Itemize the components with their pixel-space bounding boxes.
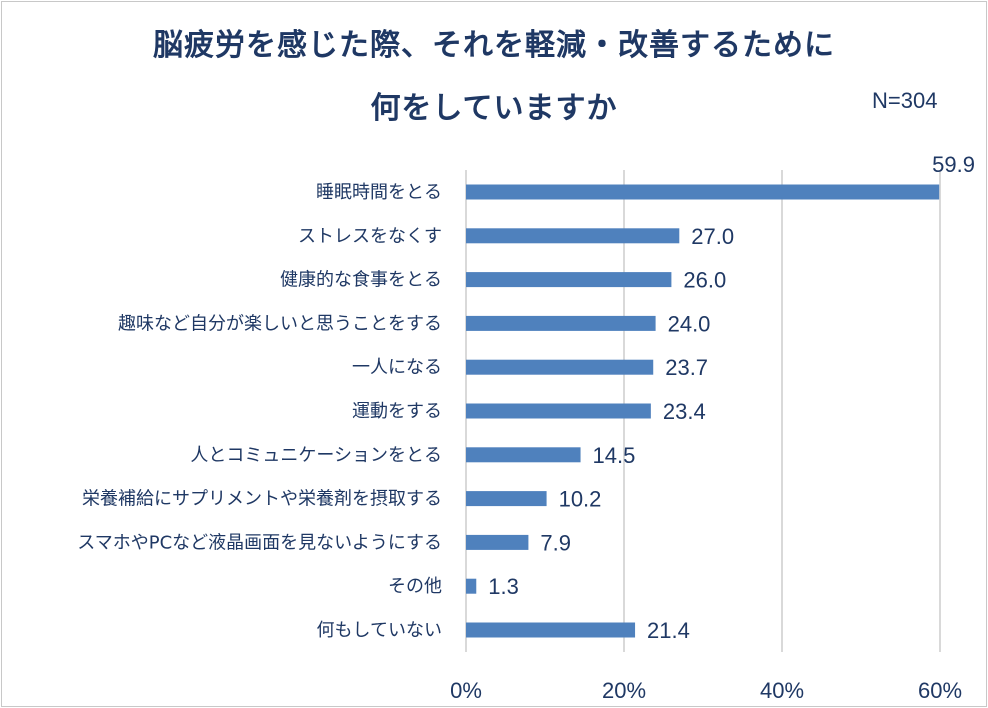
value-label-9: 7.9 <box>540 530 571 555</box>
value-label-10: 1.3 <box>488 574 519 599</box>
value-label-3: 26.0 <box>683 268 726 293</box>
bar-8 <box>466 491 547 507</box>
category-label-7: 人とコミュニケーションをとる <box>190 445 442 466</box>
bar-4 <box>466 315 656 331</box>
value-label-2: 27.0 <box>691 224 734 249</box>
chart-title-line1: 脳疲労を感じた際、それを軽減・改善するために <box>153 28 835 63</box>
value-label-5: 23.7 <box>665 355 708 380</box>
bar-5 <box>466 359 654 375</box>
category-label-6: 運動をする <box>352 401 442 422</box>
category-label-5: 一人になる <box>352 357 442 378</box>
x-tick-label-0: 0% <box>450 678 482 703</box>
x-tick-label-60: 60% <box>918 678 962 703</box>
x-tick-label-20: 20% <box>602 678 646 703</box>
chart-title-line2: 何をしていますか <box>370 91 618 126</box>
category-label-9: スマホやPCなど液晶画面を見ないようにする <box>77 532 442 553</box>
category-label-3: 健康的な食事をとる <box>280 270 442 291</box>
x-tick-label-40: 40% <box>760 678 804 703</box>
value-label-4: 24.0 <box>668 311 711 336</box>
category-label-11: 何もしていない <box>317 620 442 641</box>
category-label-1: 睡眠時間をとる <box>316 182 442 203</box>
value-label-7: 14.5 <box>593 443 636 468</box>
bar-2 <box>466 228 680 244</box>
bar-9 <box>466 534 529 550</box>
bar-6 <box>466 403 651 419</box>
value-label-11: 21.4 <box>647 618 690 643</box>
value-label-8: 10.2 <box>559 487 602 512</box>
bar-3 <box>466 272 672 288</box>
value-label-1: 59.9 <box>932 152 975 177</box>
category-label-10: その他 <box>388 576 442 597</box>
bar-1 <box>466 184 940 200</box>
bar-11 <box>466 622 636 638</box>
value-label-6: 23.4 <box>663 399 706 424</box>
category-label-2: ストレスをなくす <box>298 226 442 247</box>
bar-10 <box>466 578 477 594</box>
category-label-8: 栄養補給にサプリメントや栄養剤を摂取する <box>82 489 442 510</box>
category-label-4: 趣味など自分が楽しいと思うことをする <box>118 313 442 334</box>
sample-size-label: N=304 <box>872 88 938 113</box>
bar-7 <box>466 447 581 463</box>
